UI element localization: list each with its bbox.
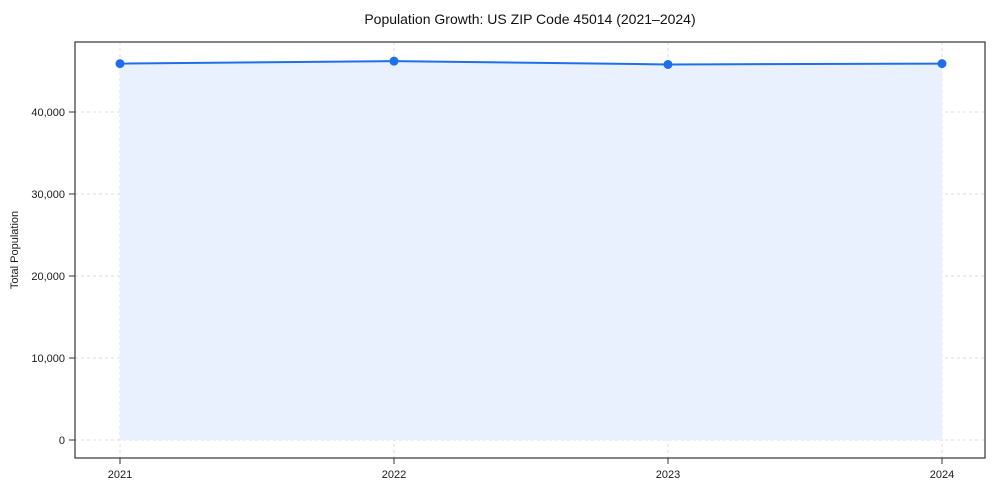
data-point-marker <box>389 56 399 66</box>
x-tick-label: 2024 <box>930 469 954 481</box>
y-tick-label: 20,000 <box>31 271 65 283</box>
data-point-marker <box>115 59 125 69</box>
area-fill <box>120 61 942 440</box>
trend-line <box>119 60 943 66</box>
data-point-marker <box>663 59 673 69</box>
data-point-marker <box>937 59 947 69</box>
y-tick-label: 30,000 <box>31 189 65 201</box>
chart-title: Population Growth: US ZIP Code 45014 (20… <box>364 11 696 27</box>
x-tick-label: 2022 <box>382 469 406 481</box>
x-tick-label: 2021 <box>108 469 132 481</box>
y-axis-title: Total Population <box>9 211 21 289</box>
x-tick-label: 2023 <box>656 469 680 481</box>
y-tick-label: 10,000 <box>31 353 65 365</box>
y-tick-label: 0 <box>59 435 65 447</box>
axis-border <box>74 41 986 459</box>
y-tick-label: 40,000 <box>31 107 65 119</box>
